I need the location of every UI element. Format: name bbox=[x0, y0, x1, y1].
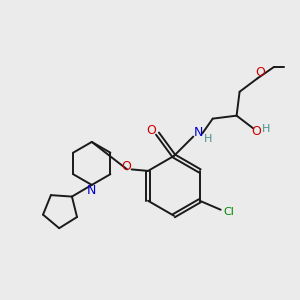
Text: O: O bbox=[255, 67, 265, 80]
Text: Cl: Cl bbox=[223, 207, 234, 217]
Text: N: N bbox=[87, 184, 97, 197]
Text: O: O bbox=[146, 124, 156, 137]
Text: O: O bbox=[251, 125, 261, 138]
Text: H: H bbox=[261, 124, 270, 134]
Text: N: N bbox=[194, 127, 203, 140]
Text: O: O bbox=[121, 160, 131, 173]
Text: H: H bbox=[204, 134, 212, 144]
